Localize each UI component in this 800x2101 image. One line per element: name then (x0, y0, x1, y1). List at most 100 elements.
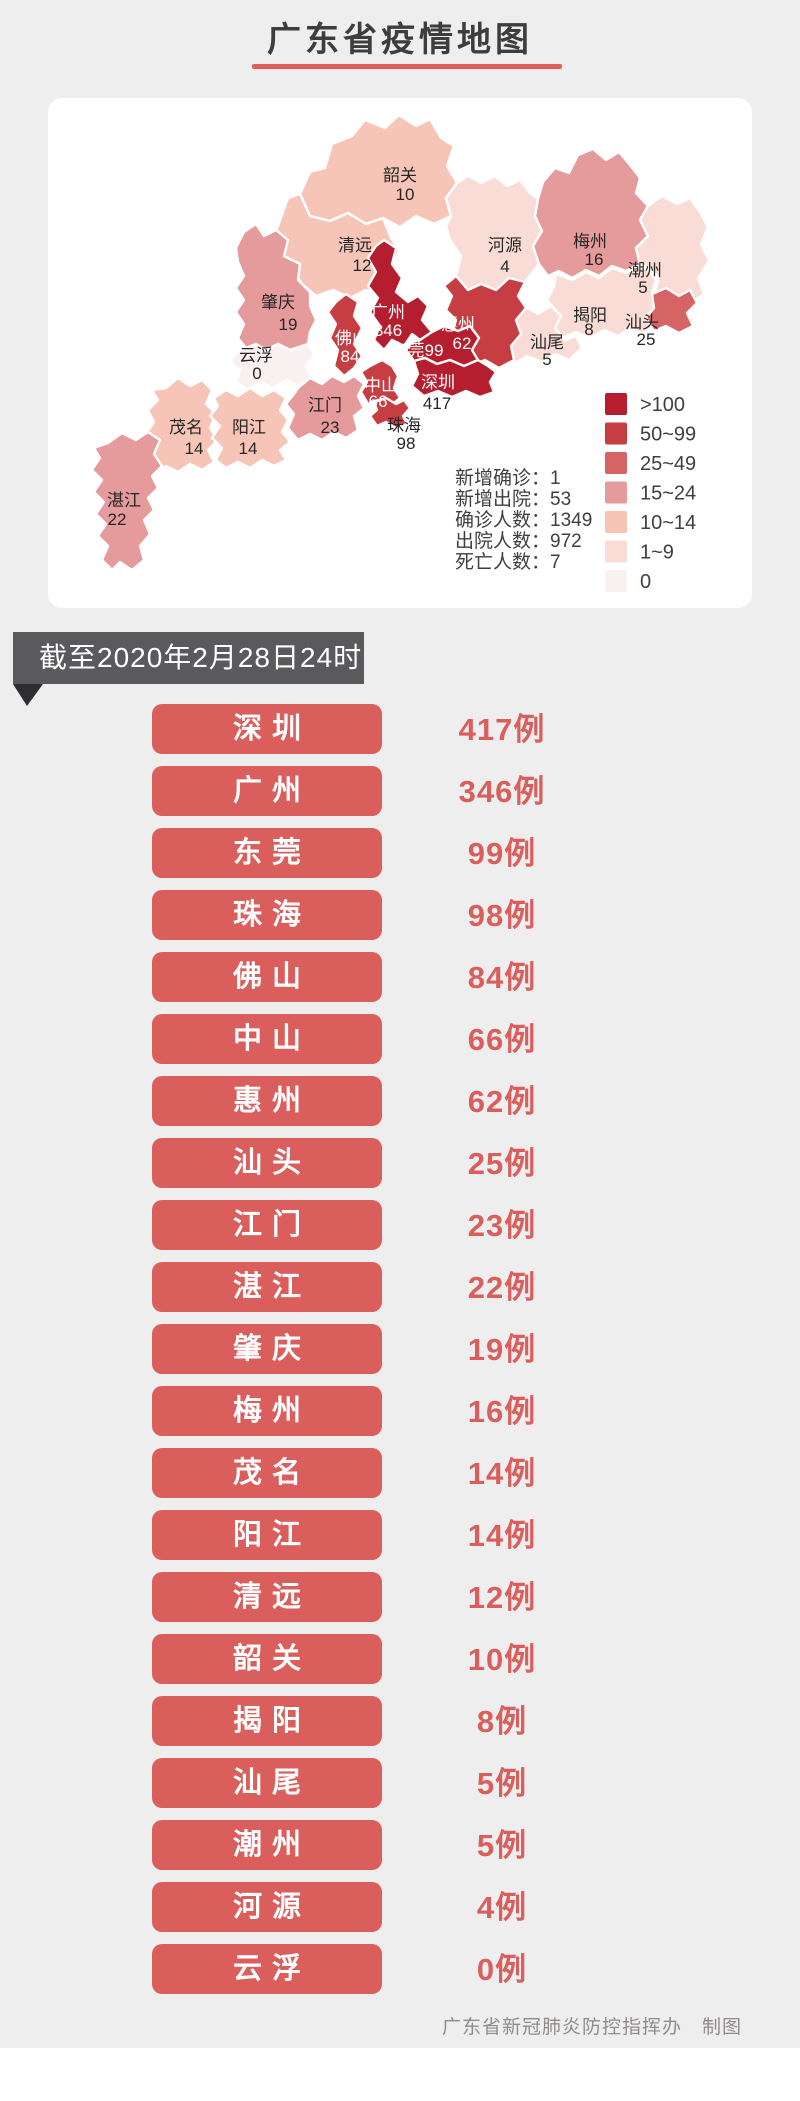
legend-swatch-3 (605, 481, 627, 504)
legend-label-4: 10~14 (640, 512, 696, 534)
map-label-shanwei: 汕尾 (530, 333, 564, 352)
map-value-meizhou: 16 (585, 250, 604, 269)
list-row-茂名: 茂名 14例 (0, 1448, 800, 1498)
legend-swatch-0 (605, 393, 627, 415)
map-label-zhuhai: 珠海 (387, 416, 421, 435)
map-label-meizhou: 梅州 (573, 232, 607, 251)
case-count: 5例 (476, 1766, 528, 1801)
case-count: 25例 (467, 1146, 537, 1181)
map-value-huizhou: 62 (453, 334, 472, 353)
map-label-heyuan: 河源 (488, 236, 522, 255)
case-count: 346例 (458, 774, 546, 809)
list-row-潮州: 潮州 5例 (0, 1820, 800, 1870)
map-label-jieyang: 揭阳 (573, 306, 607, 325)
legend-label-2: 25~49 (640, 453, 696, 475)
list-row-阳江: 阳江 14例 (0, 1510, 800, 1560)
map-region-shaoguan (298, 113, 459, 229)
map-value-shantou: 25 (637, 330, 656, 349)
map-region-zhuhai (368, 396, 412, 430)
case-count: 98例 (467, 898, 537, 933)
map-value-zhaoqing: 19 (279, 315, 298, 334)
case-count: 4例 (476, 1890, 528, 1925)
list-row-佛山: 佛山 84例 (0, 952, 800, 1002)
city-pill: 梅州 (152, 1386, 382, 1436)
map-value-zhuhai: 98 (397, 434, 416, 453)
map-value-zhongshan: 66 (369, 392, 388, 411)
case-count: 8例 (476, 1704, 528, 1739)
map-region-zhanjiang (90, 430, 164, 572)
guangdong-map: 韶关10清远12河源4梅州16潮州5揭阳8汕尾5肇庆19云浮0茂名14阳江14湛… (90, 113, 711, 593)
list-row-珠海: 珠海 98例 (0, 890, 800, 940)
map-label-shenzhen: 深圳 (421, 373, 455, 392)
footer-credit: 广东省新冠肺炎防控指挥办 制图 (441, 2017, 742, 2038)
list-row-肇庆: 肇庆 19例 (0, 1324, 800, 1374)
case-count: 417例 (458, 712, 546, 747)
city-pill: 佛山 (152, 952, 382, 1002)
map-region-shantou (644, 286, 699, 335)
case-count: 99例 (467, 836, 537, 871)
map-stat-3: 出院人数：972 (455, 530, 582, 552)
case-count: 84例 (467, 960, 537, 995)
list-row-汕尾: 汕尾 5例 (0, 1758, 800, 1808)
legend-label-3: 15~24 (640, 483, 696, 505)
case-count: 14例 (467, 1456, 537, 1491)
case-count: 14例 (467, 1518, 537, 1553)
map-value-guangzhou: 346 (374, 321, 402, 340)
case-count: 62例 (467, 1084, 537, 1119)
city-pill: 潮州 (152, 1820, 382, 1870)
map-value-yunfu: 0 (252, 364, 261, 383)
map-stat-1: 新增出院：53 (455, 488, 571, 510)
case-count: 23例 (467, 1208, 537, 1243)
legend-label-5: 1~9 (640, 542, 674, 564)
map-label-shantou: 汕头 (625, 313, 659, 332)
map-stat-4: 死亡人数：7 (455, 551, 561, 573)
map-label-maoming: 茂名 (169, 418, 203, 437)
map-value-chaozhou: 5 (638, 278, 647, 297)
city-pill: 珠海 (152, 890, 382, 940)
map-value-maoming: 14 (185, 439, 204, 458)
list-row-东莞: 东莞 99例 (0, 828, 800, 878)
list-row-江门: 江门 23例 (0, 1200, 800, 1250)
map-label-jiangmen: 江门 (308, 396, 342, 415)
map-label-guangzhou: 广州 (371, 303, 405, 322)
city-pill: 深圳 (152, 704, 382, 754)
map-value-jieyang: 8 (584, 320, 593, 339)
city-pill: 广州 (152, 766, 382, 816)
list-row-河源: 河源 4例 (0, 1882, 800, 1932)
city-pill: 揭阳 (152, 1696, 382, 1746)
map-label-qingyuan: 清远 (338, 236, 372, 255)
map-label-dongguan: 东莞99 (391, 341, 444, 360)
city-pill: 河源 (152, 1882, 382, 1932)
map-stat-0: 新增确诊：1 (455, 467, 561, 489)
map-label-yangjiang: 阳江 (232, 418, 266, 437)
case-count: 19例 (467, 1332, 537, 1367)
case-count: 66例 (467, 1022, 537, 1057)
map-value-shenzhen: 417 (423, 394, 451, 413)
map-value-qingyuan: 12 (353, 256, 372, 275)
legend-swatch-6 (605, 570, 627, 592)
map-label-foshan: 佛山 (335, 329, 369, 348)
as-of-ribbon: 截至2020年2月28日24时 (13, 632, 364, 684)
map-card: 韶关 10 清远 12 河源 4 梅州 16 潮州 5 揭阳 8 汕尾 5 肇庆 19 云浮 0 茂名 14 阳江 14 湛… (48, 98, 752, 608)
map-label-huizhou: 惠州 (441, 315, 475, 334)
city-pill: 韶关 (152, 1634, 382, 1684)
map-region-guangzhou (366, 238, 434, 352)
case-count: 12例 (467, 1580, 537, 1615)
list-row-汕头: 汕头 25例 (0, 1138, 800, 1188)
case-count: 22例 (467, 1270, 537, 1305)
title-underline (252, 64, 562, 69)
map-label-chaozhou: 潮州 (628, 261, 662, 280)
city-pill: 汕尾 (152, 1758, 382, 1808)
map-value-yangjiang: 14 (239, 439, 258, 458)
city-pill: 中山 (152, 1014, 382, 1064)
map-region-foshan (326, 292, 364, 378)
map-region-shenzhen (410, 356, 498, 399)
ribbon-fold-icon (13, 684, 43, 706)
city-pill: 茂名 (152, 1448, 382, 1498)
map-stat-2: 确诊人数：1349 (455, 509, 592, 531)
case-count: 5例 (476, 1828, 528, 1863)
map-region-maoming (144, 376, 220, 474)
map-label-zhanjiang: 湛江 (107, 491, 141, 510)
city-pill: 湛江 (152, 1262, 382, 1312)
list-row-深圳: 深圳 417例 (0, 704, 800, 754)
